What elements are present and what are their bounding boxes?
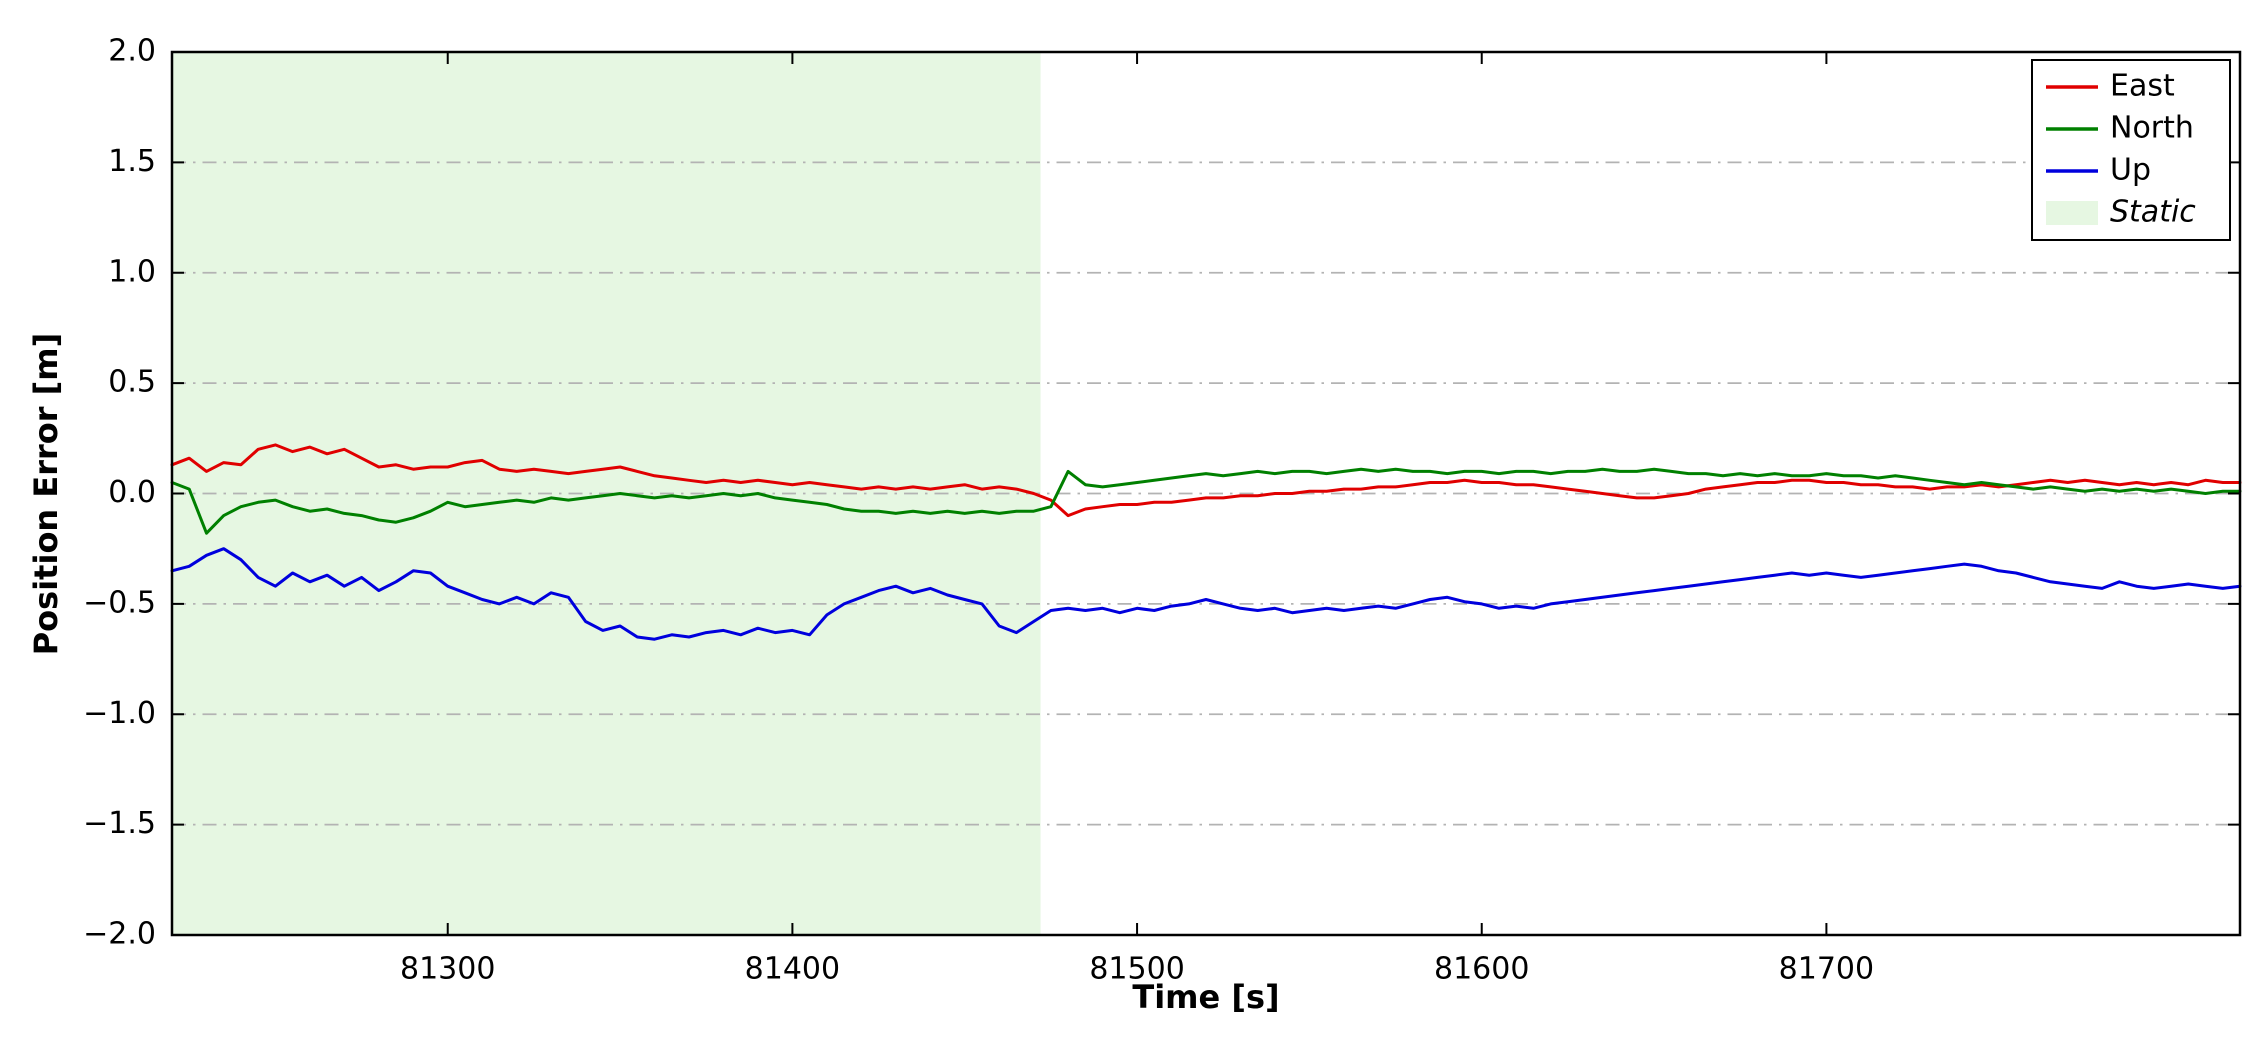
legend-label: North	[2110, 111, 2194, 146]
y-tick-label: −2.0	[83, 917, 156, 952]
x-tick-label: 81700	[1779, 952, 1874, 987]
y-tick-label: −0.5	[83, 585, 156, 620]
legend-label: East	[2110, 69, 2175, 104]
x-tick-label: 81300	[400, 952, 495, 987]
legend-label: Up	[2110, 153, 2151, 188]
legend-label: Static	[2110, 195, 2196, 230]
y-tick-label: 1.5	[108, 144, 156, 179]
series-east-line	[170, 443, 2242, 518]
y-tick-label: 0.0	[108, 475, 156, 510]
legend-swatch-static	[2046, 201, 2098, 225]
y-tick-label: −1.5	[83, 806, 156, 841]
x-axis-label: Time [s]	[1132, 978, 1280, 1016]
y-axis-label: Position Error [m]	[27, 332, 65, 656]
y-tick-label: 2.0	[108, 34, 156, 69]
y-tick-label: 1.0	[108, 254, 156, 289]
x-tick-label: 81400	[745, 952, 840, 987]
x-tick-label: 81600	[1434, 952, 1529, 987]
series-north-line	[170, 467, 2242, 535]
y-tick-label: 0.5	[108, 365, 156, 400]
y-tick-label: −1.0	[83, 696, 156, 731]
series-up-line	[170, 547, 2242, 641]
x-tick-label: 81500	[1089, 952, 1184, 987]
